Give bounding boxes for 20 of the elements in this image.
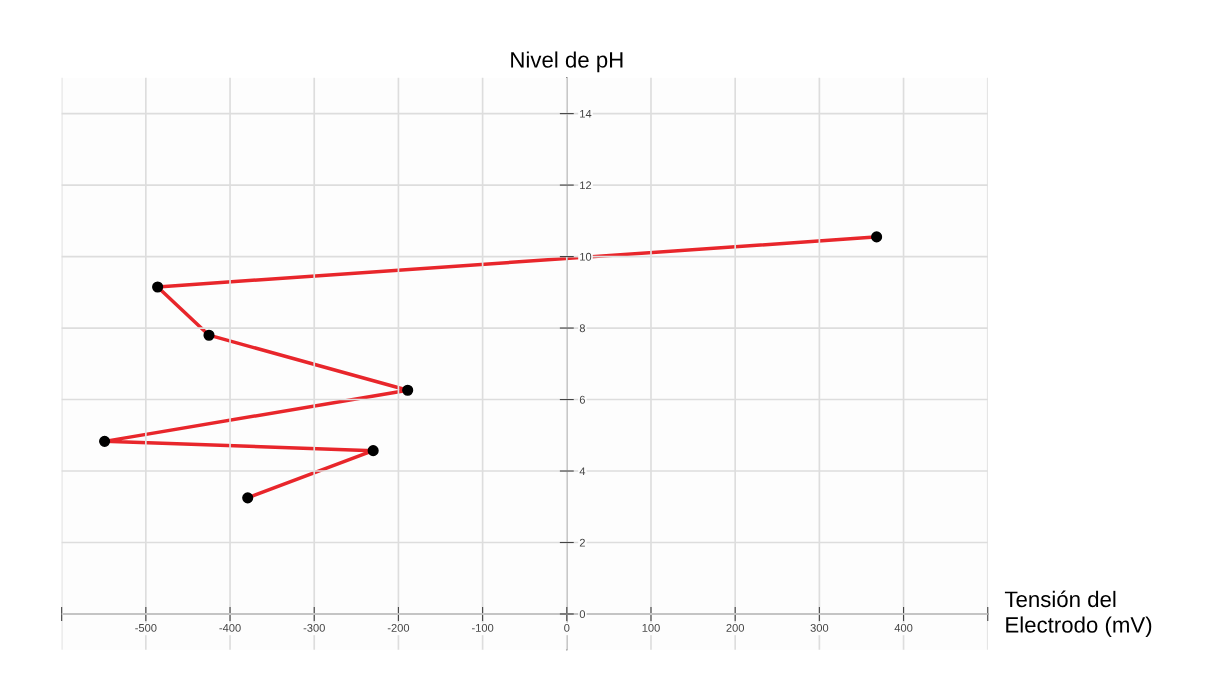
x-tick-label: -300 — [303, 624, 325, 632]
x-tick-label: -400 — [219, 624, 241, 632]
x-tick-label: 0 — [564, 624, 570, 632]
x-tick-label: 100 — [642, 624, 660, 632]
y-tick-label: 12 — [580, 181, 592, 190]
x-tick-label: 400 — [894, 624, 913, 632]
y-axis-title: Nivel de pH — [511, 51, 623, 73]
y-tick-label: 10 — [580, 252, 592, 261]
y-tick-label: 14 — [580, 109, 592, 118]
y-tick-label: 8 — [579, 324, 585, 333]
x-tick-label: -100 — [471, 624, 494, 632]
y-tick-label: 6 — [579, 395, 585, 404]
y-tick-label: 4 — [579, 467, 586, 476]
x-tick-label: -500 — [135, 624, 157, 632]
y-tick-label: 2 — [579, 538, 585, 547]
x-tick-label: 300 — [810, 624, 829, 632]
x-axis-title: Tensión del Electrodo (mV) — [1004, 590, 1152, 638]
x-tick-label: -200 — [387, 624, 410, 632]
y-tick-label: 0 — [579, 610, 586, 619]
x-tick-label: 200 — [726, 624, 745, 632]
